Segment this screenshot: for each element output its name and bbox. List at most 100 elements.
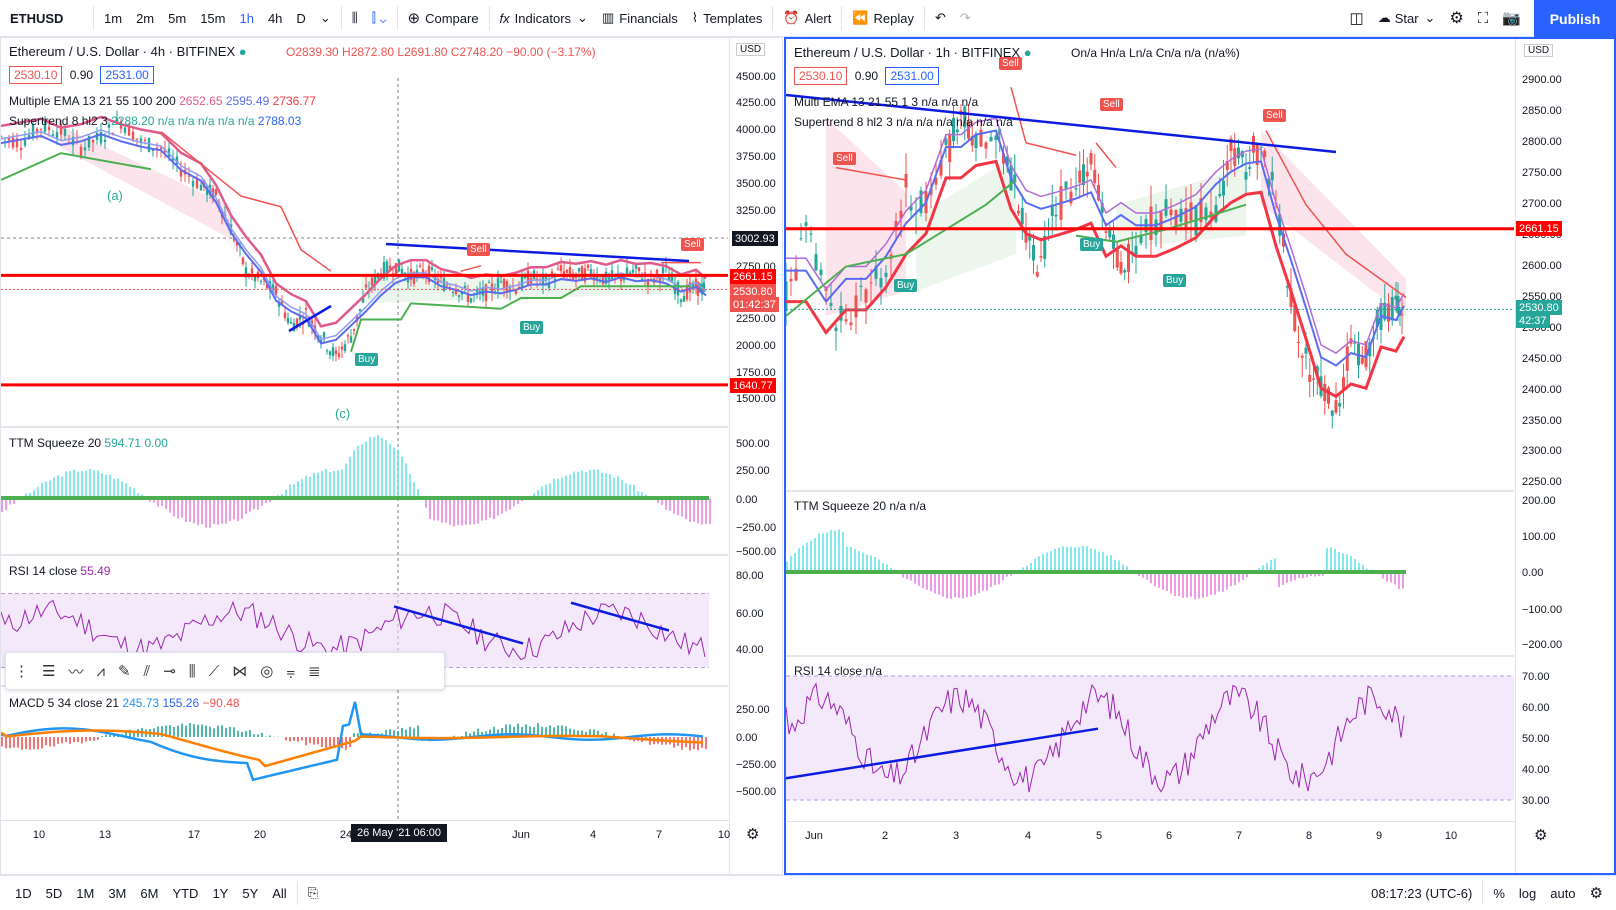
star-button[interactable]: ☁ Star ⌄ [1377, 10, 1436, 26]
redo-icon[interactable]: ↷ [959, 10, 971, 25]
bid-price[interactable]: 2530.10 [9, 66, 63, 84]
interval-1h[interactable]: 1h [239, 10, 254, 26]
bid-price[interactable]: 2530.10 [794, 67, 848, 85]
interval-dropdown-icon[interactable]: ⌄ [319, 10, 331, 25]
macd-bar [269, 735, 271, 737]
settings-gear-icon[interactable]: ⚙ [1449, 10, 1464, 27]
ttm-bar [1170, 572, 1172, 594]
left-chart-panel[interactable]: Ethereum / U.S. Dollar · 4h · BITFINEX ●… [0, 37, 783, 875]
percent-toggle[interactable]: % [1493, 885, 1505, 901]
ttm-bar [165, 498, 167, 509]
macd-bar [385, 729, 387, 737]
indicators-button[interactable]: fx Indicators ⌄ [499, 10, 588, 26]
left-macd-legend[interactable]: MACD 5 34 close 21 245.73 155.26 −90.48 [9, 696, 240, 710]
interval-15m[interactable]: 15m [200, 10, 226, 26]
alert-button[interactable]: ⏰ Alert [783, 10, 832, 26]
fullscreen-icon[interactable]: ⛶ [1477, 9, 1489, 27]
right-ttm-legend[interactable]: TTM Squeeze 20 n/a n/a [794, 499, 927, 513]
bar-style-icon[interactable]: ⫼ [351, 10, 358, 25]
right-time-axis[interactable]: Jun 2 3 4 5 6 7 8 9 10 [786, 821, 1515, 849]
fib-icon[interactable]: ⩦ [286, 662, 296, 680]
range-all[interactable]: All [272, 885, 287, 901]
spiral-icon[interactable]: ◎ [260, 663, 274, 680]
financials-button[interactable]: ▥ Financials [601, 10, 678, 26]
publish-button[interactable]: Publish [1534, 0, 1616, 37]
range-1d[interactable]: 1D [15, 885, 32, 901]
brush-icon[interactable]: ✎ [117, 663, 131, 680]
auto-toggle[interactable]: auto [1550, 885, 1576, 901]
interval-5m[interactable]: 5m [168, 10, 187, 26]
time-tick: 4 [1024, 830, 1032, 842]
right-chart-panel[interactable]: Ethereum / U.S. Dollar · 1h · BITFINEX ●… [784, 37, 1616, 875]
ttm-bar [814, 538, 816, 572]
interval-1m[interactable]: 1m [104, 10, 123, 26]
candle-body [1097, 184, 1100, 201]
range-5d[interactable]: 5D [45, 885, 63, 901]
price-tick: 2800.00 [1522, 136, 1562, 148]
candle-body [27, 135, 31, 138]
settings-gear-icon[interactable]: ⚙ [1534, 827, 1548, 844]
range-1y[interactable]: 1Y [212, 885, 229, 901]
camera-icon[interactable]: 📷 [1502, 10, 1521, 27]
candle-style-icon[interactable]: ⫿ ⌄ [371, 10, 387, 25]
left-time-axis[interactable]: 10 13 17 20 24 Jun 4 7 10 26 May '21 06:00 [1, 820, 730, 848]
symbol-search[interactable]: ETHUSD [10, 10, 64, 26]
ttm-bar [541, 486, 543, 498]
undo-icon[interactable]: ↶ [934, 10, 946, 25]
price-tick: 2750.00 [1522, 167, 1562, 179]
range-1m[interactable]: 1M [76, 885, 95, 901]
log-toggle[interactable]: log [1518, 885, 1537, 901]
range-ytd[interactable]: YTD [172, 885, 199, 901]
ask-price[interactable]: 2531.00 [885, 67, 939, 85]
right-chart-canvas[interactable] [786, 39, 1561, 839]
right-ema-legend[interactable]: Multi EMA 13 21 55 1 3 n/a n/a n/a [794, 95, 979, 109]
abc-pattern-icon[interactable]: ⩘ [96, 662, 105, 680]
drag-handle-icon[interactable]: ⋮ [14, 663, 29, 680]
macd-bar [245, 731, 247, 737]
interval-2m[interactable]: 2m [136, 10, 155, 26]
range-3m[interactable]: 3M [108, 885, 127, 901]
range-6m[interactable]: 6M [140, 885, 159, 901]
clock[interactable]: 08:17:23 (UTC-6) [1371, 885, 1473, 901]
currency-selector[interactable]: USD [736, 43, 766, 56]
settings-gear-icon[interactable]: ⚙ [746, 826, 760, 843]
trend-lines-icon[interactable]: ☰ [42, 663, 56, 680]
gann-icon[interactable]: ≣ [308, 663, 321, 680]
pattern-icon[interactable]: ⋈ [232, 663, 248, 680]
ttm-bar [790, 555, 792, 572]
elliott-wave-icon[interactable]: 〰 [68, 663, 84, 681]
ttm-bar [381, 437, 383, 498]
interval-d[interactable]: D [296, 10, 306, 26]
compare-button[interactable]: ⊕ Compare [407, 10, 479, 27]
candle-body [682, 296, 686, 302]
left-ttm-legend[interactable]: TTM Squeeze 20 594.71 0.00 [9, 436, 168, 450]
currency-selector[interactable]: USD [1524, 44, 1554, 57]
macd-bar [193, 724, 195, 737]
macd-bar [169, 725, 171, 737]
right-price-axis[interactable]: USD 2900.00 2850.00 2800.00 2750.00 2700.00 2… [1515, 39, 1570, 873]
left-supertrend-legend[interactable]: Supertrend 8 hl2 3 2288.20 n/a n/a n/a n… [9, 114, 302, 128]
right-rsi-legend[interactable]: RSI 14 close n/a [794, 664, 883, 678]
left-price-axis[interactable]: USD 4500.00 4250.00 4000.00 3750.00 3500.00 3… [729, 38, 782, 874]
right-supertrend-legend[interactable]: Supertrend 8 hl2 3 n/a n/a n/a n/a n/a n… [794, 115, 1013, 129]
bars-pattern-icon[interactable]: ⫼ [188, 662, 196, 680]
channel-icon[interactable]: ⫽ [143, 662, 151, 680]
horizontal-line-icon[interactable]: ⊸ [163, 663, 176, 680]
settings-gear-icon[interactable]: ⚙ [1589, 885, 1603, 902]
interval-4h[interactable]: 4h [267, 10, 283, 26]
ttm-bar [1290, 572, 1292, 582]
left-ema-legend[interactable]: Multiple EMA 13 21 55 100 200 2652.65 25… [9, 94, 316, 108]
ttm-bar [798, 548, 800, 572]
left-rsi-legend[interactable]: RSI 14 close 55.49 [9, 564, 111, 578]
replay-button[interactable]: ⏪ Replay [852, 10, 914, 26]
layout-icon[interactable]: ◫ [1349, 10, 1364, 27]
ray-icon[interactable]: ⟋ [208, 662, 220, 680]
ask-price[interactable]: 2531.00 [100, 66, 154, 84]
rsi-tick: 40.00 [736, 644, 764, 656]
ttm-bar [281, 493, 283, 498]
right-bid-ask: 2530.10 0.90 2531.00 [794, 67, 943, 85]
candle-body [691, 282, 695, 289]
templates-button[interactable]: ⌇ Templates [691, 10, 763, 26]
range-5y[interactable]: 5Y [242, 885, 259, 901]
date-range-icon[interactable]: ⎘ [307, 885, 319, 900]
